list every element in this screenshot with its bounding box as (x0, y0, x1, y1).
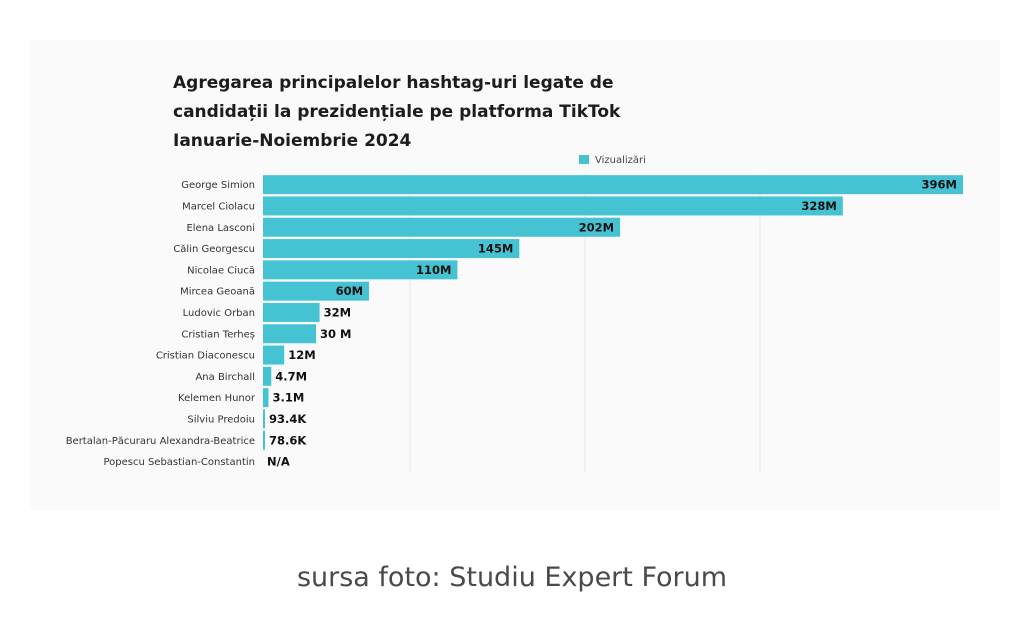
category-label: Marcel Ciolacu (182, 201, 255, 212)
bar (263, 175, 963, 195)
legend-label: Vizualizări (595, 155, 646, 166)
value-label: 60M (336, 284, 363, 298)
category-label: Ludovic Orban (183, 308, 255, 319)
category-label: Bertalan-Păcuraru Alexandra-Beatrice (66, 436, 255, 447)
category-label: George Simion (181, 180, 255, 191)
value-label: 145M (478, 242, 513, 256)
bar (263, 239, 520, 259)
value-label: 110M (416, 263, 451, 277)
category-label: Ana Birchall (195, 372, 255, 383)
value-label: 328M (801, 199, 836, 213)
bar (263, 324, 317, 344)
category-label: Kelemen Hunor (178, 393, 256, 404)
category-labels: George Simion Marcel Ciolacu Elena Lasconi… (66, 180, 256, 468)
chart-title-line-3: Ianuarie-Noiembrie 2024 (173, 131, 412, 151)
value-label: 3.1M (272, 391, 304, 405)
chart-title: Agregarea principalelor hashtag-uri lega… (173, 73, 621, 151)
bar (263, 388, 269, 408)
bar (263, 409, 265, 429)
category-label: Elena Lasconi (186, 223, 255, 234)
category-label: Mircea Geoană (180, 287, 255, 298)
bar (263, 281, 370, 301)
value-label: 4.7M (275, 369, 307, 383)
value-label: 396M (922, 178, 957, 192)
chart-panel: Agregarea principalelor hashtag-uri lega… (30, 40, 1000, 510)
chart-legend: Vizualizări (579, 155, 646, 166)
value-label: 12M (288, 348, 315, 362)
value-labels: 396M 328M 202M 145M 110M 60M 32M 30 M 12M 4.7M 3.1… (267, 178, 957, 469)
value-label: 32M (324, 305, 351, 319)
value-label: 78.6K (269, 433, 307, 447)
value-label: 93.4K (269, 412, 307, 426)
chart-title-line-2: candidații la prezidențiale pe platforma… (173, 102, 621, 122)
category-label: Nicolae Ciucă (187, 265, 255, 276)
category-label: Silviu Predoiu (187, 414, 255, 425)
category-label: Cristian Terheș (181, 329, 255, 340)
category-label: Cristian Diaconescu (156, 351, 255, 362)
legend-swatch (579, 155, 589, 164)
bar (263, 302, 320, 322)
bar (263, 345, 285, 365)
value-label: N/A (267, 455, 290, 469)
bar (263, 366, 272, 386)
value-label: 30 M (320, 327, 351, 341)
bar (263, 196, 843, 216)
bar-chart: Agregarea principalelor hashtag-uri lega… (66, 73, 963, 473)
bars (263, 175, 963, 450)
photo-source-caption: sursa foto: Studiu Expert Forum (296, 562, 728, 593)
value-label: 202M (579, 220, 614, 234)
category-label: Popescu Sebastian-Constantin (103, 457, 255, 468)
bar (263, 217, 621, 237)
chart-title-line-1: Agregarea principalelor hashtag-uri lega… (173, 73, 614, 93)
bar (263, 260, 458, 280)
category-label: Călin Georgescu (173, 244, 255, 255)
bar (263, 430, 265, 450)
